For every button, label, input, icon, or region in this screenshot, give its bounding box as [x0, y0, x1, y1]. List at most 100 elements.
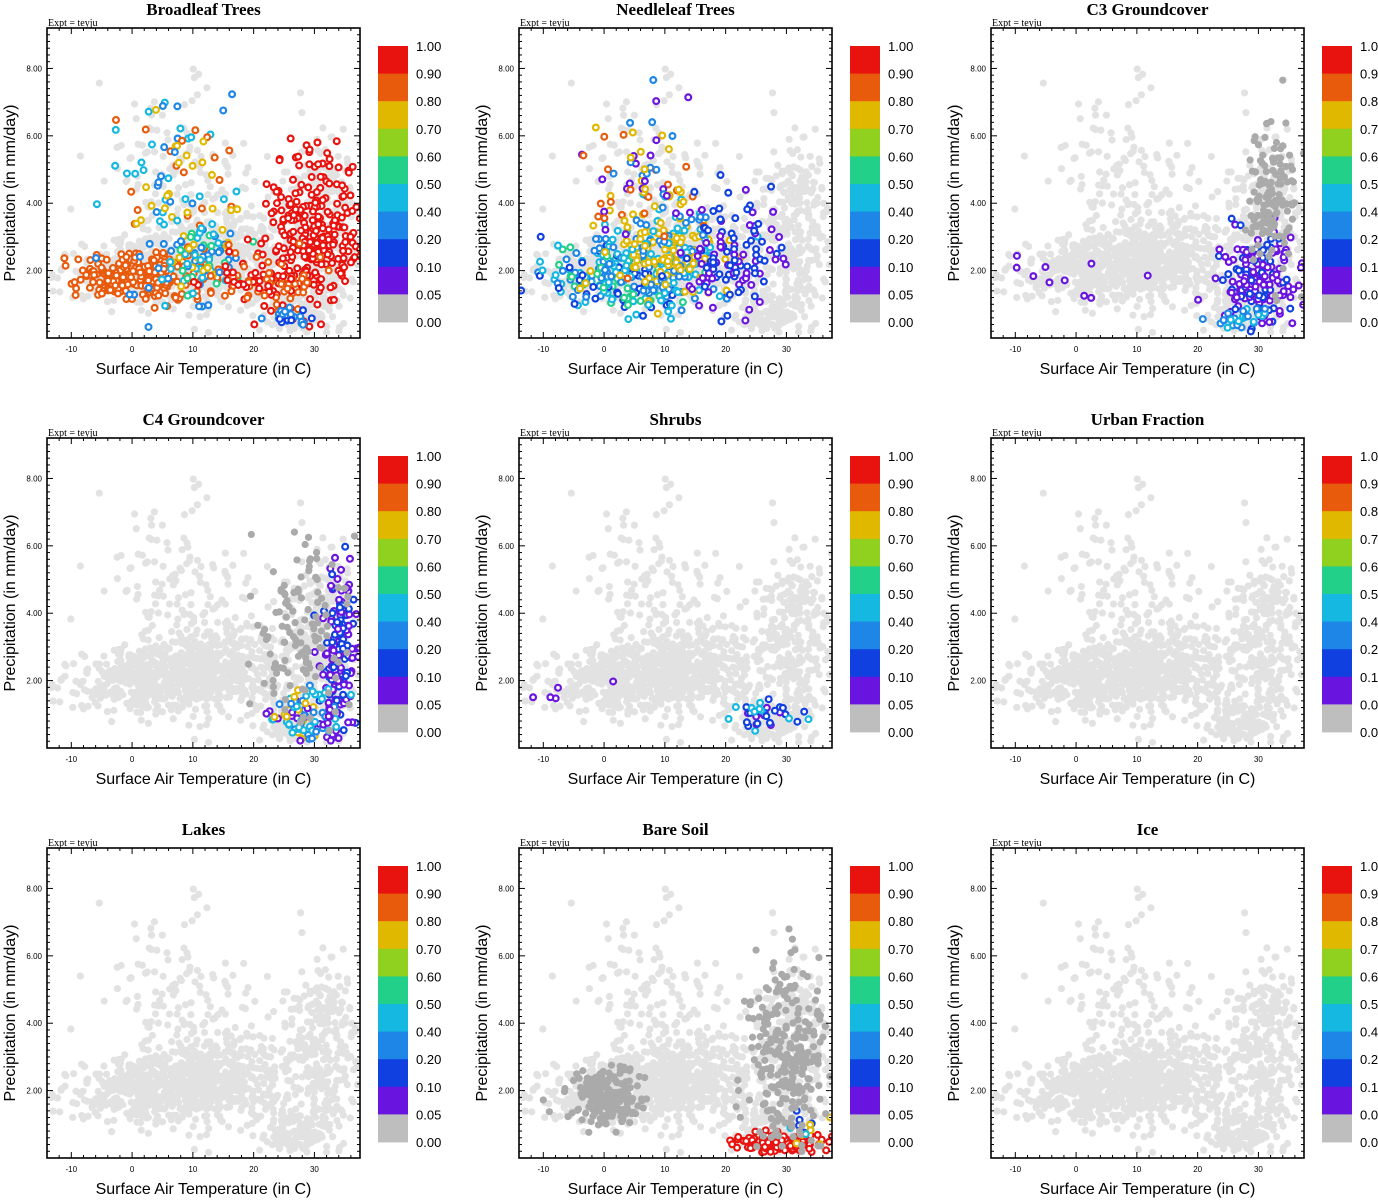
bg-point: [776, 269, 784, 278]
data-point: [725, 290, 734, 299]
bg-point: [177, 224, 186, 232]
x-tick-label: 0: [130, 345, 135, 354]
data-point: [121, 261, 130, 270]
data-point: [191, 126, 200, 135]
data-point: [291, 189, 300, 198]
data-point: [690, 187, 699, 196]
bg-point: [785, 135, 793, 143]
colorbar-swatch: [378, 266, 408, 295]
bg-point: [669, 152, 677, 161]
bg-point: [794, 248, 803, 256]
bg-point: [336, 323, 344, 331]
data-point: [636, 147, 645, 156]
bg-point: [811, 229, 819, 237]
panel-title: Needleleaf Trees: [616, 0, 735, 19]
data-point: [186, 232, 195, 241]
data-point: [126, 273, 135, 282]
bg-point: [814, 193, 822, 202]
bg-point: [164, 136, 172, 144]
y-tick-label: 4.00: [498, 199, 514, 208]
colorbar-label: 0.70: [888, 122, 913, 137]
data-point: [74, 255, 83, 264]
bg-point: [738, 303, 747, 312]
colorbar: 1.000.900.800.700.600.500.400.200.100.05…: [850, 39, 913, 330]
bg-point: [79, 295, 87, 303]
data-point: [350, 253, 359, 262]
data-point: [274, 242, 283, 251]
bg-point: [763, 270, 771, 279]
y-tick-label: 6.00: [498, 132, 514, 141]
data-point: [632, 310, 641, 319]
data-point: [742, 269, 751, 278]
data-point: [352, 203, 360, 212]
bg-point: [785, 164, 793, 172]
bg-point: [197, 152, 205, 161]
panel-title: Broadleaf Trees: [146, 0, 261, 19]
bg-point: [662, 325, 671, 334]
data-point: [562, 255, 571, 264]
bg-point: [346, 294, 354, 302]
data-point: [685, 208, 694, 217]
data-point: [127, 187, 136, 196]
bg-point: [1044, 242, 1052, 250]
data-point: [640, 165, 649, 174]
data-point: [658, 131, 667, 140]
data-point: [286, 248, 295, 257]
bg-point: [585, 165, 594, 173]
bg-point: [804, 285, 813, 294]
data-point: [196, 256, 205, 265]
colorbar: 1.000.900.800.700.600.500.400.200.100.05…: [378, 39, 441, 330]
bg-point: [774, 161, 782, 169]
bg-point: [122, 177, 130, 186]
data-point: [709, 258, 718, 267]
bg-point: [296, 89, 305, 97]
bg-point: [181, 181, 190, 189]
data-point: [154, 291, 163, 300]
data-point: [661, 280, 670, 289]
data-point: [286, 134, 295, 143]
data-point: [76, 275, 85, 284]
data-point: [209, 230, 218, 239]
bg-point: [67, 205, 75, 213]
data-point: [696, 212, 705, 221]
data-point: [197, 224, 206, 233]
data-point: [220, 291, 229, 300]
bg-point: [801, 270, 809, 278]
bg-point: [801, 172, 810, 180]
bg-point: [615, 148, 623, 156]
colorbar-label: 1.00: [888, 39, 913, 54]
data-point: [600, 207, 609, 216]
bg-point: [147, 125, 156, 134]
data-point: [92, 254, 101, 263]
data-point: [181, 250, 190, 259]
data-point: [323, 207, 332, 216]
colorbar-label: 0.20: [888, 232, 913, 247]
data-point: [215, 268, 224, 277]
data-point: [639, 311, 648, 320]
bg-point: [247, 254, 255, 262]
data-point: [536, 257, 545, 266]
data-point: [623, 300, 632, 309]
bg-point: [808, 186, 816, 194]
data-point: [649, 286, 658, 295]
bg-point: [172, 228, 180, 236]
data-point: [590, 246, 599, 255]
y-axis-label: Precipitation (in mm/day): [2, 105, 19, 282]
data-point: [698, 274, 707, 283]
colorbar-label: 0.60: [888, 149, 913, 164]
bg-point: [263, 152, 271, 161]
data-point: [306, 295, 315, 304]
data-point: [752, 245, 761, 254]
bg-point: [1094, 98, 1103, 106]
data-point: [318, 196, 327, 205]
x-tick-label: 10: [660, 345, 669, 354]
data-point: [70, 278, 79, 287]
bg-point: [1050, 264, 1058, 273]
bg-point: [736, 193, 744, 201]
data-point: [566, 243, 575, 252]
bg-point: [328, 276, 336, 284]
expt-label: Expt = teyju: [520, 18, 570, 29]
bg-point: [580, 308, 588, 316]
data-point: [218, 225, 227, 234]
